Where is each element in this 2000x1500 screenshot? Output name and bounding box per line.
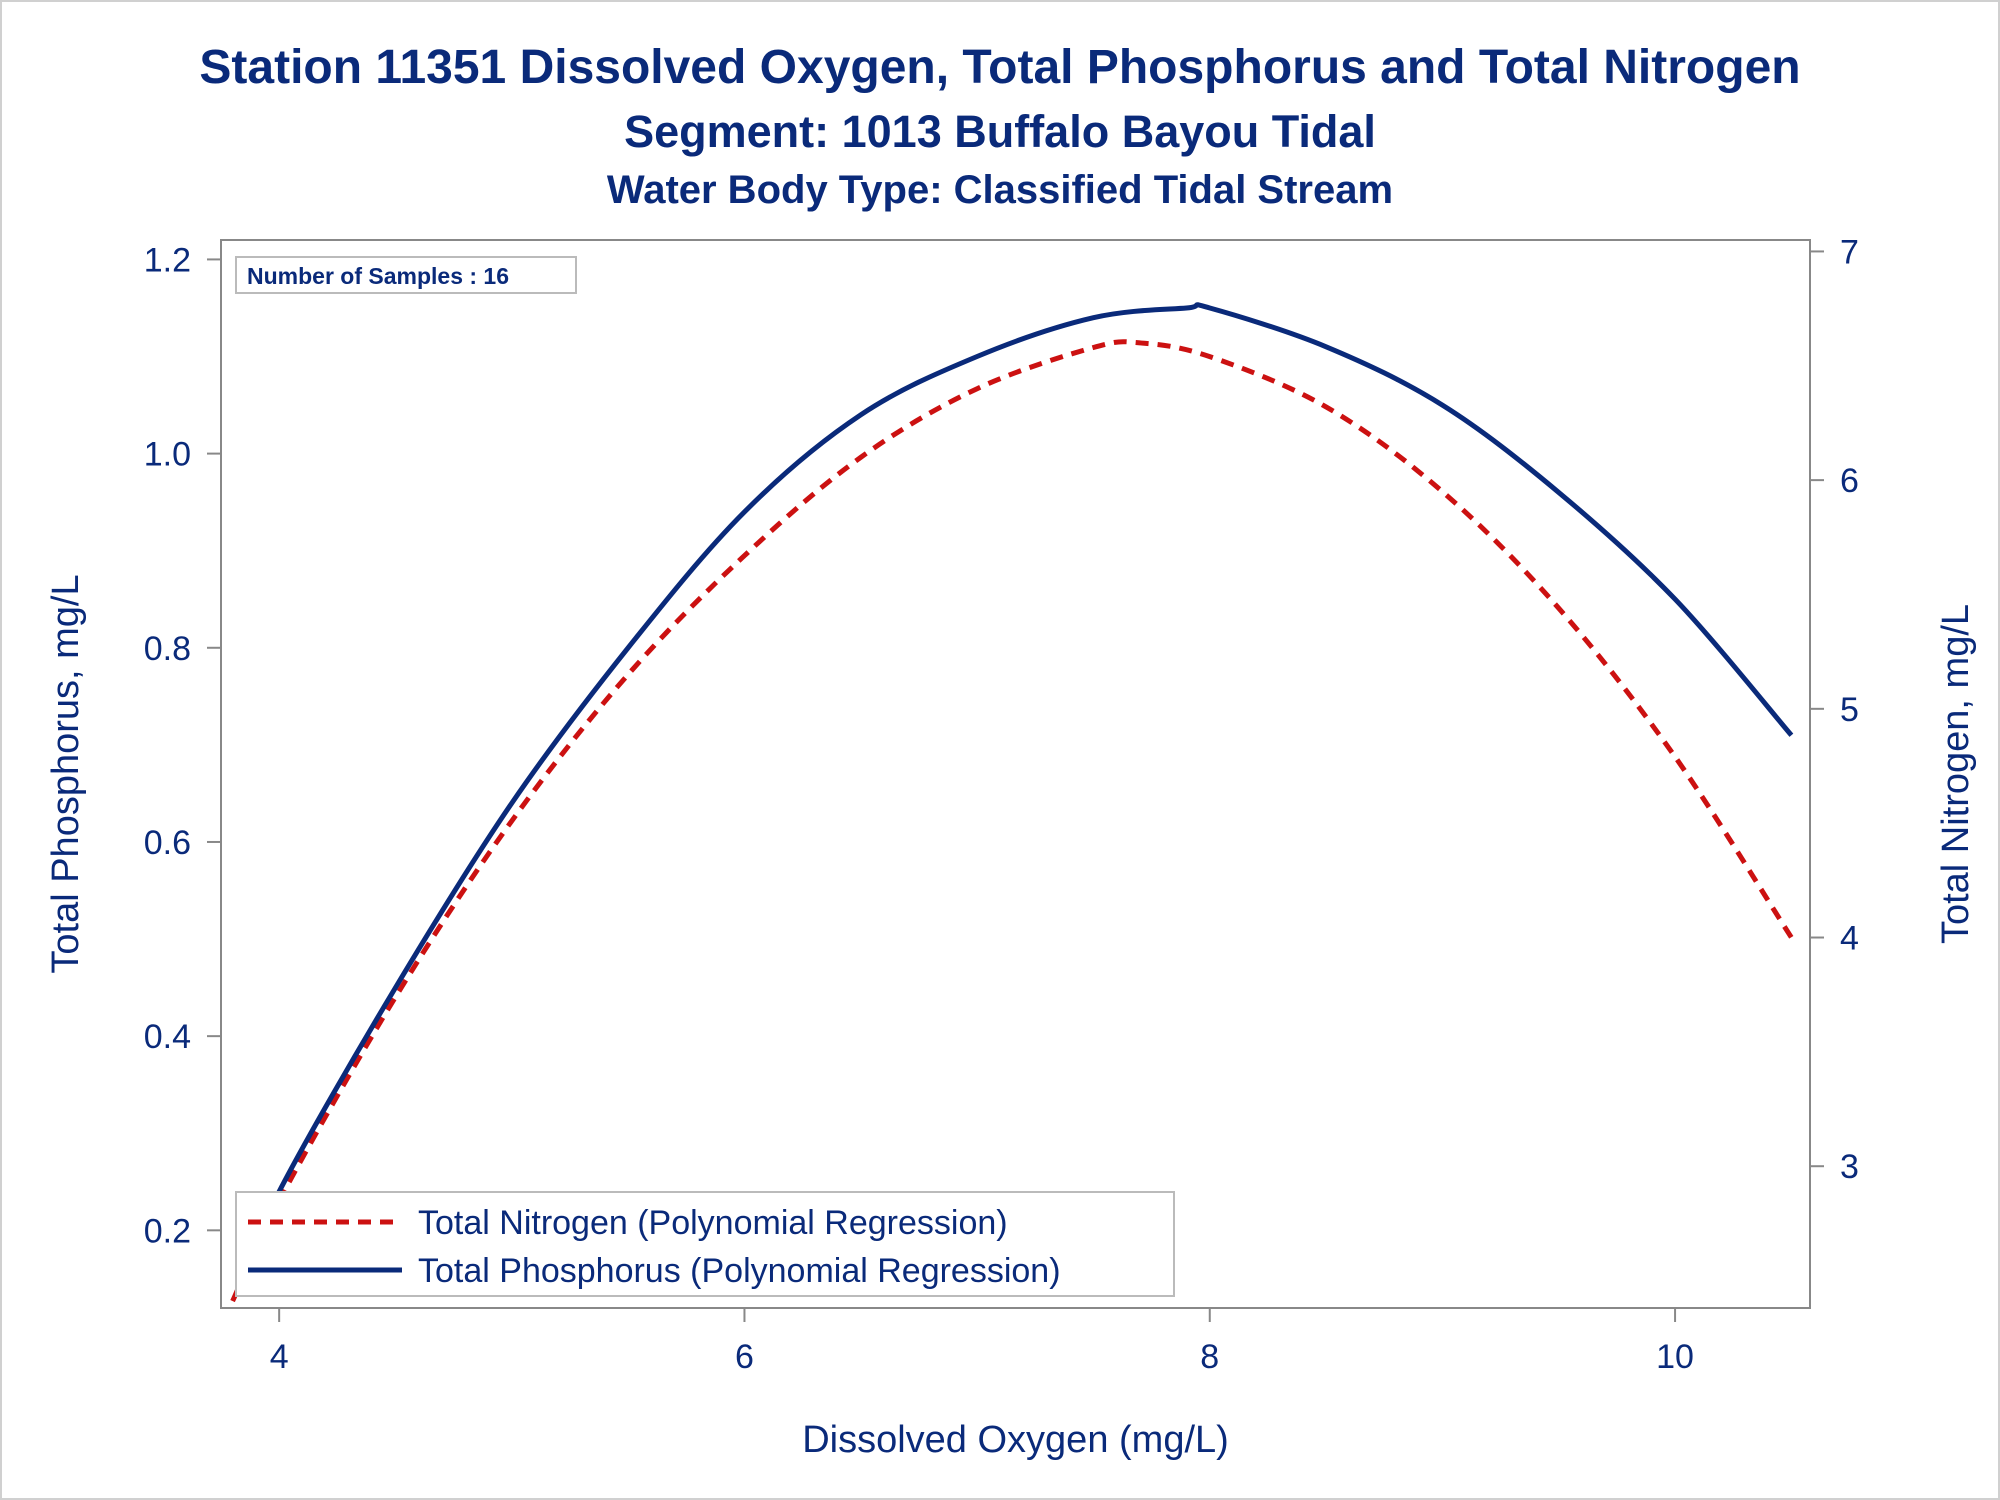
x-tick-label: 8: [1200, 1338, 1219, 1376]
x-tick-label: 4: [270, 1338, 289, 1376]
y2-tick-label: 3: [1840, 1148, 1859, 1186]
chart-subtitle-water-body: Water Body Type: Classified Tidal Stream: [606, 168, 1394, 212]
y2-tick-label: 6: [1840, 462, 1859, 500]
legend-label-nitrogen: Total Nitrogen (Polynomial Regression): [418, 1204, 1008, 1242]
axis-ticks: 4 6 8 10 0.2 0.4 0.6 0.8 1.0 1.2 3 4 5 6 7: [144, 233, 1859, 1376]
x-tick-label: 10: [1656, 1338, 1694, 1376]
y-axis-label: Total Phosphorus, mg/L: [45, 574, 87, 973]
y2-tick-label: 4: [1840, 920, 1859, 958]
x-tick-label: 6: [735, 1338, 754, 1376]
plot-area: [220, 239, 1811, 1309]
legend: Total Nitrogen (Polynomial Regression) T…: [235, 1191, 1175, 1297]
y-tick-label: 0.6: [144, 824, 191, 862]
legend-label-phosphorus: Total Phosphorus (Polynomial Regression): [418, 1252, 1061, 1290]
y-tick-label: 1.0: [144, 436, 191, 474]
chart-title: Station 11351 Dissolved Oxygen, Total Ph…: [199, 41, 1801, 94]
sample-count-annotation: Number of Samples : 16: [235, 256, 577, 294]
y-tick-label: 0.8: [144, 630, 191, 668]
annotation-border: [235, 256, 577, 294]
chart-subtitle-segment: Segment: 1013 Buffalo Bayou Tidal: [624, 106, 1376, 157]
y-tick-label: 1.2: [144, 241, 191, 279]
y2-tick-label: 7: [1840, 233, 1859, 271]
annotation-text: Number of Samples : 16: [247, 263, 509, 289]
series-line-phosphorus: [237, 302, 1794, 1290]
series-layer: [230, 302, 1794, 1303]
x-axis-label: Dissolved Oxygen (mg/L): [802, 1419, 1229, 1461]
y-tick-label: 0.4: [144, 1018, 191, 1056]
y2-tick-label: 5: [1840, 691, 1859, 729]
legend-border: [235, 1191, 1175, 1297]
axis-labels: Dissolved Oxygen (mg/L) Total Phosphorus…: [45, 574, 1977, 1461]
series-line-nitrogen: [230, 339, 1794, 1303]
y2-axis-label: Total Nitrogen, mg/L: [1935, 604, 1977, 944]
y-tick-label: 0.2: [144, 1212, 191, 1250]
